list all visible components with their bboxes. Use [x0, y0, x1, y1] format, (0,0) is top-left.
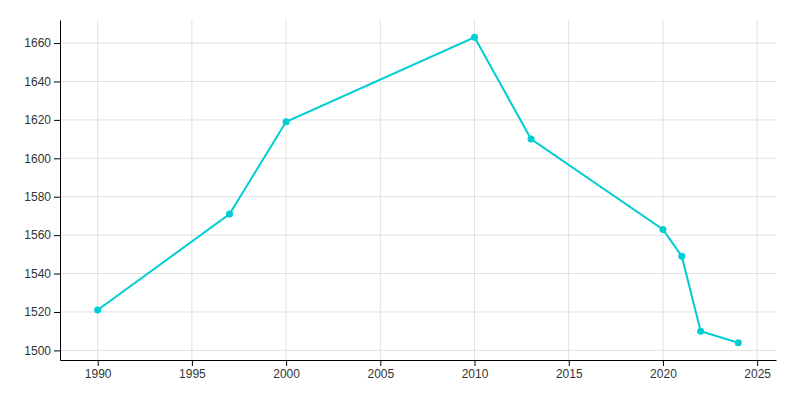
- tick-label: 1660: [24, 36, 51, 50]
- tick-label: 2005: [367, 367, 394, 381]
- tick-mark: [54, 312, 60, 313]
- tick-mark: [54, 43, 60, 44]
- point: [471, 34, 478, 41]
- tick-mark: [475, 360, 476, 366]
- grid-line-x: [568, 20, 569, 360]
- grid-line-x: [662, 20, 663, 360]
- point: [697, 328, 704, 335]
- tick: 1540: [24, 267, 60, 281]
- line: [98, 37, 739, 342]
- point: [659, 226, 666, 233]
- tick: 1990: [85, 360, 112, 381]
- marks: [94, 34, 742, 346]
- grid-line-y: [60, 235, 776, 236]
- grid-line-y: [60, 273, 776, 274]
- tick-label: 1640: [24, 75, 51, 89]
- tick-mark: [757, 360, 758, 366]
- tick-mark: [54, 81, 60, 82]
- tick-mark: [380, 360, 381, 366]
- tick: 1600: [24, 152, 60, 166]
- tick-label: 2015: [556, 367, 583, 381]
- tick-mark: [569, 360, 570, 366]
- grid: [60, 20, 776, 360]
- point: [735, 339, 742, 346]
- tick-label: 2010: [462, 367, 489, 381]
- tick-mark: [98, 360, 99, 366]
- tick-label: 1620: [24, 113, 51, 127]
- tick-label: 1520: [24, 305, 51, 319]
- grid-line-y: [60, 350, 776, 351]
- point: [678, 253, 685, 260]
- grid-line-y: [60, 196, 776, 197]
- tick-mark: [54, 235, 60, 236]
- point: [94, 307, 101, 314]
- plot-area: 1990 1995 2000 2005 2010 2015 2020 2025 1500 1520…: [24, 20, 776, 381]
- grid-line-y: [60, 81, 776, 82]
- tick: 1500: [24, 344, 60, 358]
- tick: 2000: [273, 360, 300, 381]
- grid-line-x: [380, 20, 381, 360]
- tick-mark: [663, 360, 664, 366]
- grid-line-x: [191, 20, 192, 360]
- chart: 1990 1995 2000 2005 2010 2015 2020 2025 1500 1520…: [0, 0, 800, 400]
- tick-label: 2025: [744, 367, 771, 381]
- tick-mark: [286, 360, 287, 366]
- point: [226, 211, 233, 218]
- tick: 2010: [462, 360, 489, 381]
- grid-line-y: [60, 158, 776, 159]
- tick-mark: [192, 360, 193, 366]
- tick: 1640: [24, 75, 60, 89]
- tick-label: 1560: [24, 228, 51, 242]
- tick-label: 2000: [273, 367, 300, 381]
- grid-line-x: [757, 20, 758, 360]
- grid-line-y: [60, 119, 776, 120]
- tick: 1995: [179, 360, 206, 381]
- x-axis: 1990 1995 2000 2005 2010 2015 2020 2025: [61, 360, 777, 381]
- tick-mark: [54, 158, 60, 159]
- tick: 1580: [24, 190, 60, 204]
- tick-mark: [54, 274, 60, 275]
- tick-label: 2020: [650, 367, 677, 381]
- tick: 2015: [556, 360, 583, 381]
- tick-mark: [54, 350, 60, 351]
- point: [528, 136, 535, 143]
- tick-label: 1990: [85, 367, 112, 381]
- tick: 1660: [24, 36, 60, 50]
- tick-label: 1600: [24, 152, 51, 166]
- tick: 1620: [24, 113, 60, 127]
- tick-mark: [54, 197, 60, 198]
- tick: 2020: [650, 360, 677, 381]
- grid-line-x: [474, 20, 475, 360]
- tick-label: 1580: [24, 190, 51, 204]
- point: [283, 118, 290, 125]
- grid-line-x: [286, 20, 287, 360]
- tick: 1560: [24, 228, 60, 242]
- tick: 1520: [24, 305, 60, 319]
- tick: 2005: [367, 360, 394, 381]
- axis-line: [60, 21, 61, 361]
- tick-label: 1540: [24, 267, 51, 281]
- grid-line-y: [60, 311, 776, 312]
- tick: 2025: [744, 360, 771, 381]
- y-axis: 1500 1520 1540 1560 1580 1600 1620 1640 1660: [24, 21, 60, 361]
- axis-line: [61, 360, 777, 361]
- tick-label: 1500: [24, 344, 51, 358]
- grid-line-y: [60, 43, 776, 44]
- tick-label: 1995: [179, 367, 206, 381]
- tick-mark: [54, 120, 60, 121]
